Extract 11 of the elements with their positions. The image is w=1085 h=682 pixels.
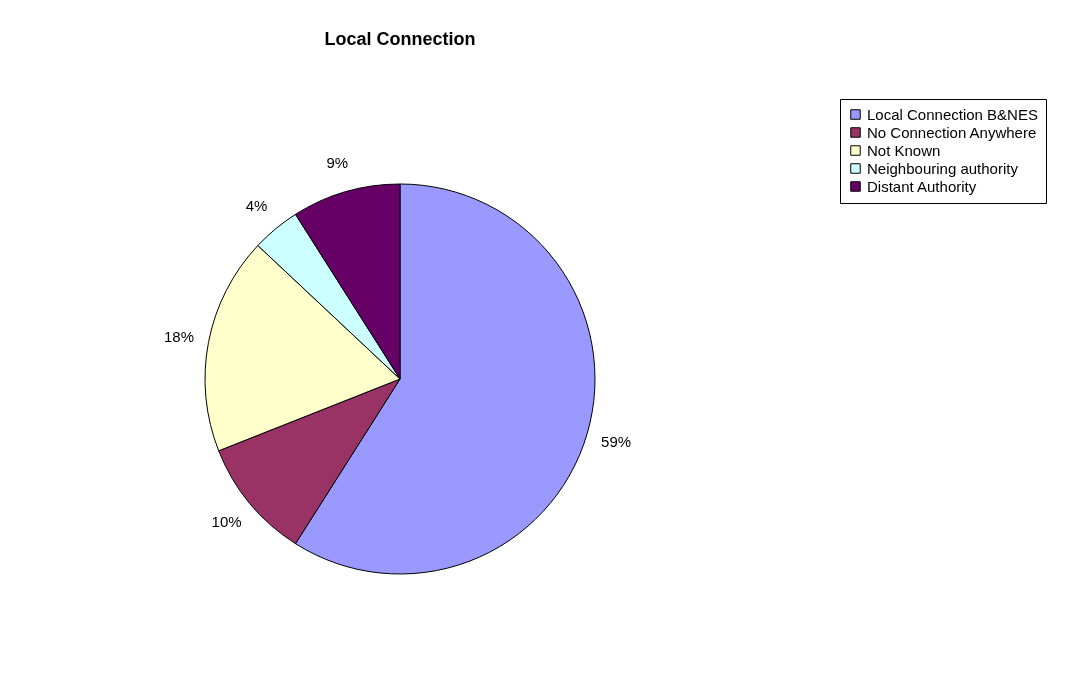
legend-label: Distant Authority — [867, 177, 977, 195]
data-label: 4% — [245, 196, 268, 214]
legend-label: Neighbouring authority — [867, 159, 1019, 177]
legend-label: Local Connection B&NES — [867, 105, 1038, 123]
data-label: 10% — [211, 513, 242, 531]
data-label: 59% — [601, 432, 632, 450]
data-label: 9% — [326, 153, 349, 171]
legend-label: Not Known — [867, 141, 941, 159]
data-label: 18% — [163, 327, 194, 345]
chart-title: Local Connection — [324, 28, 476, 49]
legend-label: No Connection Anywhere — [867, 123, 1037, 141]
